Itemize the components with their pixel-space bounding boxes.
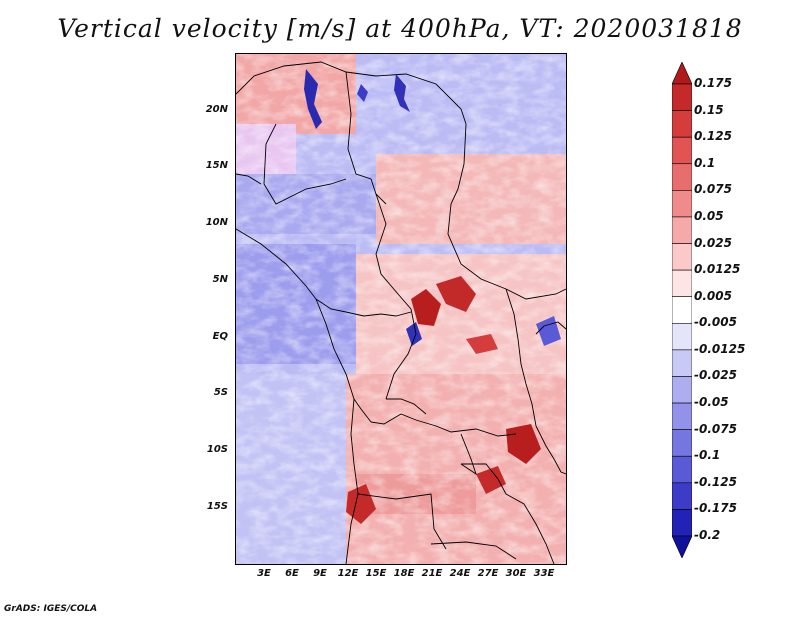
colorbar-label: -0.005 [694, 315, 737, 330]
colorbar-label: 0.005 [694, 288, 732, 303]
colorbar-segment [672, 402, 692, 430]
colorbar-label: -0.0125 [694, 341, 746, 356]
lon-label-27e: 27E [477, 568, 499, 579]
colorbar [672, 62, 692, 558]
colorbar-label: -0.125 [694, 474, 737, 489]
colorbar-segment [672, 296, 692, 324]
colorbar-label: 0.15 [694, 102, 724, 117]
lat-label-eq: EQ [212, 331, 228, 342]
colorbar-label: -0.2 [694, 528, 721, 542]
colorbar-label: -0.025 [694, 368, 737, 383]
colorbar-segment [672, 376, 692, 404]
colorbar-label: -0.075 [694, 421, 737, 436]
lon-label-30e: 30E [505, 568, 527, 579]
colorbar-label: -0.175 [694, 501, 737, 516]
colorbar-segments [672, 62, 692, 558]
colorbar-label: 0.125 [694, 129, 732, 144]
colorbar-label: 0.075 [694, 182, 732, 197]
lon-label-3e: 3E [257, 568, 271, 579]
colorbar-segment [672, 349, 692, 377]
lat-label-10s: 10S [206, 444, 228, 455]
lat-label-5n: 5N [212, 274, 228, 285]
lat-label-20n: 20N [205, 104, 228, 115]
colorbar-segment [672, 83, 692, 111]
colorbar-label: 0.1 [694, 155, 716, 170]
colorbar-segment [672, 455, 692, 484]
lon-label-15e: 15E [365, 568, 387, 579]
lon-label-33e: 33E [533, 568, 555, 579]
colorbar-segment [672, 509, 692, 537]
colorbar-segment [672, 322, 692, 351]
lat-label-15n: 15N [205, 160, 228, 171]
colorbar-label: 0.175 [694, 76, 732, 90]
colorbar-segment [672, 482, 692, 510]
lon-label-12e: 12E [337, 568, 359, 579]
colorbar-segment [672, 535, 692, 558]
convective-cells [304, 69, 561, 524]
lon-label-18e: 18E [393, 568, 415, 579]
field-texture [236, 54, 566, 564]
map-title: Vertical velocity [m/s] at 400hPa, VT: 2… [57, 14, 743, 43]
colorbar-label: 0.0125 [694, 262, 741, 277]
colorbar-label: 0.025 [694, 235, 732, 250]
colorbar-segment [672, 110, 692, 138]
footer-credit: GrADS: IGES/COLA [4, 604, 98, 614]
colorbar-segment [672, 216, 692, 244]
lat-label-15s: 15S [206, 501, 228, 512]
colorbar-segment [672, 163, 692, 191]
colorbar-segment [672, 190, 692, 218]
lon-label-24e: 24E [449, 568, 471, 579]
country-borders [236, 61, 566, 564]
colorbar-label: -0.05 [694, 395, 729, 410]
colorbar-segment [672, 429, 692, 457]
colorbar-segment [672, 136, 692, 165]
lon-label-6e: 6E [285, 568, 299, 579]
lat-label-5s: 5S [213, 387, 228, 398]
colorbar-segment [672, 243, 692, 271]
colorbar-label: 0.05 [694, 208, 724, 223]
colorbar-label: -0.1 [694, 448, 721, 463]
colorbar-segment [672, 269, 692, 298]
velocity-map [236, 54, 566, 564]
lon-label-9e: 9E [313, 568, 327, 579]
colorbar-segment [672, 62, 692, 85]
map-panel [235, 53, 567, 565]
lat-label-10n: 10N [205, 217, 228, 228]
lon-label-21e: 21E [421, 568, 443, 579]
